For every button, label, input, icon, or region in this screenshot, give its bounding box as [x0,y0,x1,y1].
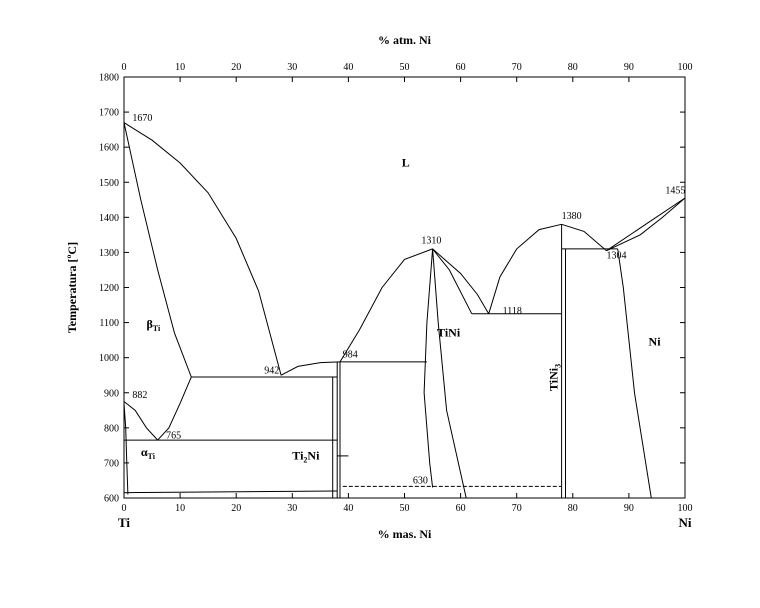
y-tick-label: 1800 [99,73,119,84]
y-tick-label: 1500 [99,178,119,189]
temperature-label: 984 [343,350,358,361]
x2-tick-label: 0 [122,62,127,73]
x-tick-label: 30 [287,503,297,514]
x2-axis-title: % atm. Ni [378,33,432,47]
phase-boundary [432,248,490,315]
temperature-label: 1670 [132,113,152,124]
phase-boundary [606,197,686,252]
phase-boundary [432,248,467,499]
y-tick-label: 1300 [99,248,119,259]
y-tick-label: 1200 [99,283,119,294]
x2-tick-label: 20 [231,62,241,73]
y-tick-label: 600 [104,494,119,505]
end-label-ni: Ni [679,515,692,530]
y-tick-label: 700 [104,458,119,469]
x2-tick-label: 90 [624,62,634,73]
ti2ni-ti: Ti [292,448,304,462]
x2-tick-label: 10 [175,62,185,73]
alpha-symbol: α [141,445,148,459]
phase-label-tini3: TiNi3 [547,364,563,391]
y-tick-label: 800 [104,423,119,434]
phase-boundary [280,361,427,376]
y-axis-title: Temperatura [ºC] [65,242,79,333]
phase-boundary [123,122,192,378]
alpha-subscript: Ti [148,452,156,461]
y-tick-label: 1100 [99,318,119,329]
x2-tick-label: 30 [287,62,297,73]
phase-boundary [617,248,652,499]
phase-boundary [339,248,433,363]
beta-symbol: β [146,317,152,331]
phase-boundary [123,122,282,376]
x-tick-label: 0 [122,503,127,514]
phase-label-liquid: L [402,155,410,169]
x2-tick-label: 50 [400,62,410,73]
temperature-label: 765 [166,430,181,441]
phase-label-alpha-ti: αTi [141,445,156,461]
phase-boundary [123,490,338,494]
y-tick-label: 1000 [99,353,119,364]
temperature-label: 1455 [665,185,685,196]
x2-tick-label: 70 [512,62,522,73]
temperature-label: 1310 [421,236,441,247]
temperature-label: 630 [413,475,428,486]
phase-label-tini: TiNi [437,326,461,340]
phase-boundary [488,223,562,314]
phase-boundary [561,223,607,252]
phase-label-ti2ni: Ti2Ni [292,448,320,464]
end-label-ti: Ti [118,515,130,530]
x-tick-label: 10 [175,503,185,514]
phase-label-beta-ti: βTi [146,317,161,333]
phase-boundary [606,197,686,252]
axis-ticks: 0 10 20 30 40 50 60 70 80 90 1000 10 20 30 40 50 60 70 80 9… [99,62,693,514]
x-tick-label: 20 [231,503,241,514]
x-axis-title: % mas. Ni [378,527,432,541]
plot-frame [123,76,686,499]
phase-boundary [423,248,434,488]
x-tick-label: 40 [343,503,353,514]
y-tick-label: 900 [104,388,119,399]
ti2ni-ni: Ni [307,448,320,462]
y-tick-label: 1600 [99,143,119,154]
phase-boundary [157,376,192,441]
temperature-annotations: 1670 1310 1380 1455 1304 1118 984 942 882 765 630 [132,113,685,486]
ti2ni-subscript: 2 [303,455,307,464]
x-tick-label: 80 [568,503,578,514]
temperature-label: 1304 [606,251,626,262]
tini3-main: TiNi [547,367,561,391]
phase-boundary [123,401,159,441]
temperature-label: 1380 [562,211,582,222]
x2-tick-label: 40 [343,62,353,73]
x2-tick-label: 80 [568,62,578,73]
temperature-label: 942 [264,365,279,376]
tini3-subscript: 3 [554,364,563,368]
temperature-label: 1118 [503,306,522,317]
x2-tick-label: 60 [456,62,466,73]
x-tick-label: 90 [624,503,634,514]
y-tick-label: 1400 [99,213,119,224]
x-tick-label: 70 [512,503,522,514]
temperature-label: 882 [132,390,147,401]
phase-label-ni: Ni [649,334,662,348]
x-tick-label: 100 [678,503,693,514]
x-tick-label: 60 [456,503,466,514]
phase-boundary-lines [123,122,686,499]
x-tick-label: 50 [400,503,410,514]
phase-boundary [432,248,473,315]
phase-boundary [123,403,129,495]
x2-tick-label: 100 [678,62,693,73]
y-tick-label: 1700 [99,108,119,119]
beta-subscript: Ti [153,324,161,333]
